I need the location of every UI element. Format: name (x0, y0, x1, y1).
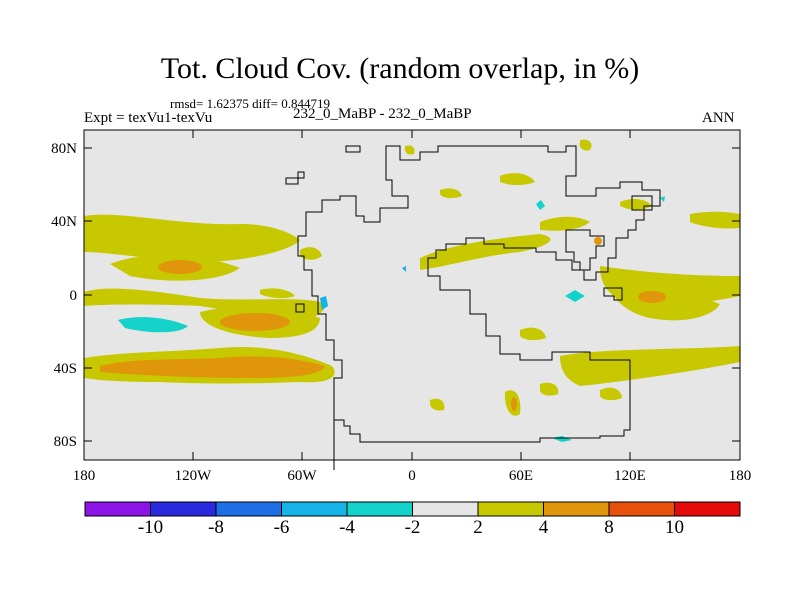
colorbar-label: -2 (405, 517, 421, 538)
colorbar-label: -8 (208, 517, 224, 538)
contour-fill-4-8 (100, 237, 666, 411)
colorbar-box (543, 501, 610, 517)
colorbar-label: 4 (539, 517, 549, 538)
lon-label: 0 (408, 468, 416, 484)
contour-fill-2-4 (84, 139, 740, 416)
lat-label: 40S (54, 361, 77, 377)
lat-label: 40N (51, 214, 77, 230)
rmsd-diff-stats: rmsd= 1.62375 diff= 0.844719 (170, 96, 330, 111)
map-title: Tot. Cloud Cov. (random overlap, in %) (160, 52, 640, 85)
colorbar-box (84, 501, 151, 517)
colorbar-box (346, 501, 413, 517)
lat-label: 80S (54, 434, 77, 450)
colorbar-box (477, 501, 544, 517)
colorbar-box (150, 501, 217, 517)
colorbar-label: 8 (604, 517, 614, 538)
lon-ticks (192, 130, 631, 460)
colorbar-box (215, 501, 282, 517)
colorbar-box (281, 501, 348, 517)
lon-label: 180 (729, 468, 752, 484)
lat-ticks (84, 147, 740, 442)
experiment-label: Expt = texVu1-texVu (84, 110, 213, 126)
colorbar-label: -10 (138, 517, 163, 538)
colorbar-box (608, 501, 675, 517)
colorbar-box (412, 501, 479, 517)
season-label: ANN (702, 110, 735, 126)
lon-label: 120E (614, 468, 646, 484)
colorbar-label: 2 (473, 517, 483, 538)
coastline (285, 145, 661, 470)
lat-label: 0 (70, 288, 78, 304)
colorbar-label: -4 (339, 517, 355, 538)
lon-label: 180 (73, 468, 96, 484)
colorbar-box (674, 501, 741, 517)
run-label: 232_0_MaBP - 232_0_MaBP (293, 106, 472, 122)
lon-label: 60W (287, 468, 317, 484)
lon-label: 120W (175, 468, 213, 484)
lon-label: 60E (509, 468, 533, 484)
colorbar-label: 10 (665, 517, 684, 538)
lat-label: 80N (51, 141, 77, 157)
colorbar-label: -6 (274, 517, 290, 538)
colorbar (84, 501, 741, 517)
